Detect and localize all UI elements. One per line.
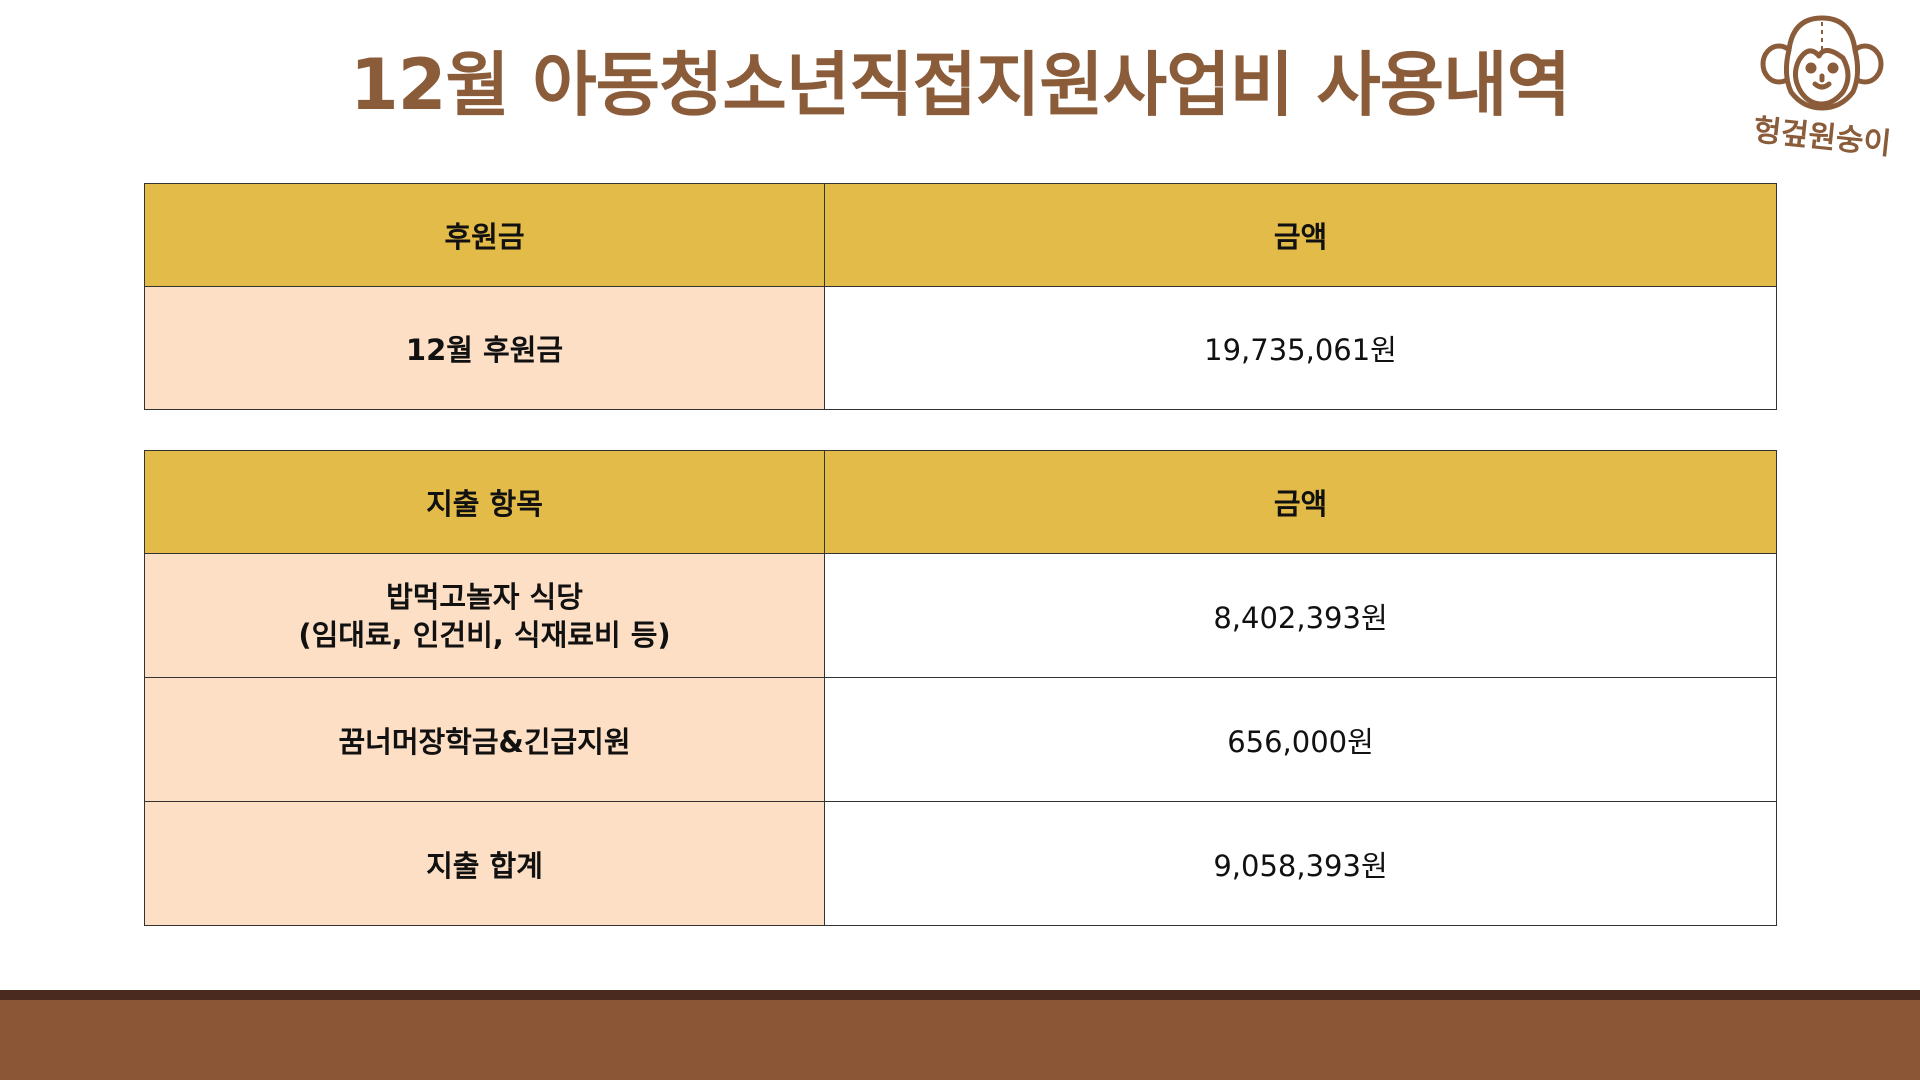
row-amount: 656,000원 [824,677,1777,802]
table-header-row: 후원금 금액 [144,183,1777,287]
header-expense-item: 지출 항목 [144,450,825,554]
row-label: 꿈너머장학금&긴급지원 [144,677,825,802]
row-amount: 19,735,061원 [824,286,1777,410]
row-amount: 9,058,393원 [824,801,1777,926]
monkey-face-icon [1760,15,1884,111]
table-header-row: 지출 항목 금액 [144,450,1777,554]
row-amount: 8,402,393원 [824,553,1777,678]
expense-table: 지출 항목 금액 밥먹고놀자 식당 (임대료, 인건비, 식재료비 등) 8,4… [144,450,1777,926]
header-amount: 금액 [824,183,1777,287]
table-row: 꿈너머장학금&긴급지원 656,000원 [144,677,1777,802]
donation-table: 후원금 금액 12월 후원금 19,735,061원 [144,183,1777,410]
header-amount: 금액 [824,450,1777,554]
logo-text: 헝겊원숭이 [1751,112,1893,163]
footer-bar [0,1000,1920,1080]
row-label-line1: 밥먹고놀자 식당 [386,579,583,614]
row-label: 12월 후원금 [144,286,825,410]
table-row: 밥먹고놀자 식당 (임대료, 인건비, 식재료비 등) 8,402,393원 [144,553,1777,678]
row-label: 지출 합계 [144,801,825,926]
header-donation: 후원금 [144,183,825,287]
footer-stripe [0,990,1920,1000]
row-label: 밥먹고놀자 식당 (임대료, 인건비, 식재료비 등) [144,553,825,678]
row-label-line2: (임대료, 인건비, 식재료비 등) [298,617,671,652]
table-row-total: 지출 합계 9,058,393원 [144,801,1777,926]
table-row: 12월 후원금 19,735,061원 [144,286,1777,410]
brand-logo: 헝겊원숭이 [1735,12,1910,162]
page-title: 12월 아동청소년직접지원사업비 사용내역 [350,44,1571,126]
